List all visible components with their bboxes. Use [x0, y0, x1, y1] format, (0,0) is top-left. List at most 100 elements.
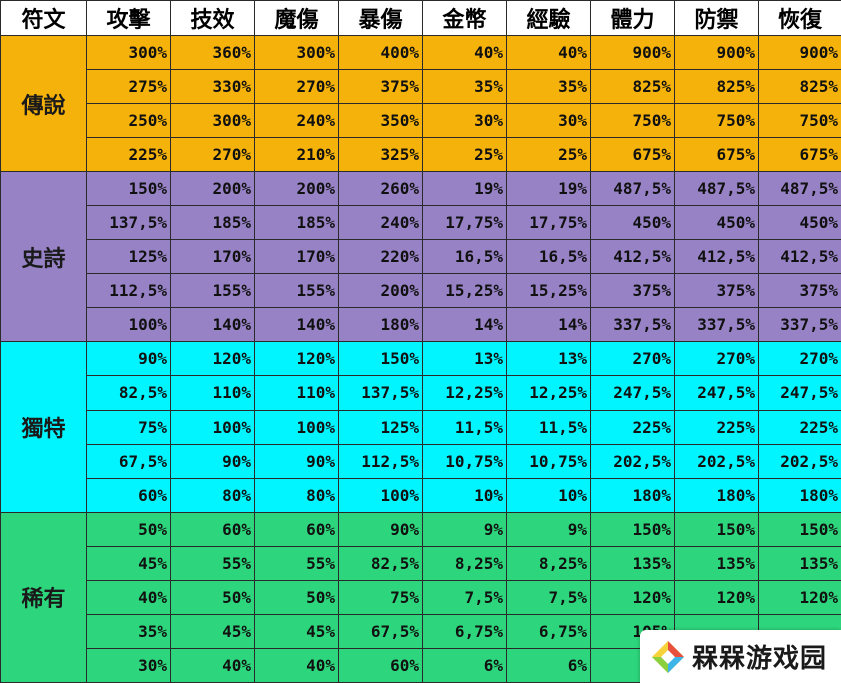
stat-cell: 15,25%	[506, 273, 591, 309]
stat-cell: 247,5%	[758, 375, 841, 411]
stat-cell: 150%	[758, 511, 841, 547]
header-rune: 符文	[0, 0, 87, 36]
stat-cell: 375%	[758, 273, 841, 309]
stat-cell: 260%	[338, 171, 423, 207]
stat-cell: 90%	[170, 443, 255, 479]
stat-cell: 40%	[86, 579, 171, 615]
stat-cell: 40%	[254, 647, 339, 683]
stat-cell: 67,5%	[338, 613, 423, 649]
stat-cell: 120%	[170, 341, 255, 377]
stat-cell: 9%	[506, 511, 591, 547]
table-row: 45% 55% 55% 82,5% 8,25% 8,25% 135% 135% 135%	[1, 545, 841, 581]
stat-cell: 247,5%	[590, 375, 675, 411]
stat-cell: 202,5%	[674, 443, 759, 479]
stat-cell: 75%	[338, 579, 423, 615]
stat-cell: 155%	[254, 273, 339, 309]
stat-cell: 450%	[674, 205, 759, 241]
stat-cell: 140%	[170, 307, 255, 343]
stat-cell: 240%	[338, 205, 423, 241]
stat-cell: 10,75%	[422, 443, 507, 479]
header-stat: 技效	[170, 0, 255, 36]
stat-cell: 15,25%	[422, 273, 507, 309]
stat-cell: 150%	[338, 341, 423, 377]
stat-cell: 16,5%	[422, 239, 507, 275]
table-body: 傳說 300% 360% 300% 400% 40% 40% 900% 900% 900% 275%…	[0, 34, 841, 683]
stat-cell: 225%	[86, 137, 171, 173]
table-row: 40% 50% 50% 75% 7,5% 7,5% 120% 120% 120%	[1, 579, 841, 615]
stat-cell: 19%	[422, 171, 507, 207]
stat-cell: 120%	[674, 579, 759, 615]
stat-cell: 6%	[422, 647, 507, 683]
stat-cell: 80%	[170, 477, 255, 513]
table-row: 35%45%45%67,5%6,75%6,75%105%	[1, 613, 841, 649]
stat-cell: 12,25%	[422, 375, 507, 411]
stat-cell: 210%	[254, 137, 339, 173]
stat-cell: 35%	[422, 69, 507, 105]
stat-cell: 170%	[254, 239, 339, 275]
stat-cell: 180%	[590, 477, 675, 513]
stat-cell: 30%	[506, 103, 591, 139]
stat-cell: 11,5%	[422, 409, 507, 445]
stat-cell: 25%	[506, 137, 591, 173]
stat-cell: 45%	[170, 613, 255, 649]
stat-cell: 412,5%	[674, 239, 759, 275]
stat-cell: 82,5%	[86, 375, 171, 411]
stat-cell: 12,25%	[506, 375, 591, 411]
table-row: 稀有 50% 60% 60% 90% 9% 9% 150% 150% 150%	[0, 511, 841, 683]
stat-cell: 67,5%	[86, 443, 171, 479]
stat-cell: 100%	[170, 409, 255, 445]
stat-cell: 825%	[674, 69, 759, 105]
header-stat: 防禦	[674, 0, 759, 36]
table-row: 75% 100% 100% 125% 11,5% 11,5% 225% 225% 225%	[1, 409, 841, 445]
stat-cell: 100%	[338, 477, 423, 513]
stat-cell: 100%	[254, 409, 339, 445]
stat-cell: 82,5%	[338, 545, 423, 581]
header-stat: 魔傷	[254, 0, 339, 36]
stat-cell: 19%	[506, 171, 591, 207]
stat-cell: 80%	[254, 477, 339, 513]
stat-cell: 350%	[338, 103, 423, 139]
brand-name: 槑槑游戏园	[692, 644, 828, 674]
stat-cell: 137,5%	[86, 205, 171, 241]
stat-cell: 50%	[86, 511, 171, 547]
stat-cell: 300%	[170, 103, 255, 139]
stat-cell: 7,5%	[506, 579, 591, 615]
stat-cell: 30%	[422, 103, 507, 139]
stat-cell: 170%	[170, 239, 255, 275]
stat-cell: 60%	[86, 477, 171, 513]
stat-cell: 412,5%	[590, 239, 675, 275]
stat-cell: 10%	[506, 477, 591, 513]
stat-cell: 825%	[590, 69, 675, 105]
stat-cell: 16,5%	[506, 239, 591, 275]
stat-cell: 270%	[170, 137, 255, 173]
stat-cell: 40%	[506, 34, 591, 71]
stat-cell: 50%	[254, 579, 339, 615]
brand-badge[interactable]: 槑槑游戏园	[640, 630, 841, 683]
stat-cell: 360%	[170, 34, 255, 71]
stat-cell: 220%	[338, 239, 423, 275]
stat-cell: 202,5%	[590, 443, 675, 479]
stat-cell: 14%	[506, 307, 591, 343]
stat-cell: 185%	[254, 205, 339, 241]
stat-cell: 375%	[338, 69, 423, 105]
stat-cell: 487,5%	[758, 171, 841, 207]
stat-cell: 180%	[674, 477, 759, 513]
stat-cell: 13%	[506, 341, 591, 377]
diamond-logo-icon	[652, 640, 684, 673]
stat-cell: 270%	[758, 341, 841, 377]
stat-cell: 6,75%	[422, 613, 507, 649]
stat-cell: 45%	[86, 545, 171, 581]
stat-cell: 325%	[338, 137, 423, 173]
stat-cell: 40%	[170, 647, 255, 683]
table-row: 60% 80% 80% 100% 10% 10% 180% 180% 180%	[1, 477, 841, 513]
stat-cell: 180%	[338, 307, 423, 343]
stat-cell: 225%	[590, 409, 675, 445]
stat-cell: 35%	[506, 69, 591, 105]
stat-cell: 17,75%	[422, 205, 507, 241]
stat-cell: 185%	[170, 205, 255, 241]
stat-cell: 750%	[590, 103, 675, 139]
stat-cell: 55%	[254, 545, 339, 581]
stat-cell: 200%	[254, 171, 339, 207]
header-stat: 攻擊	[86, 0, 171, 36]
